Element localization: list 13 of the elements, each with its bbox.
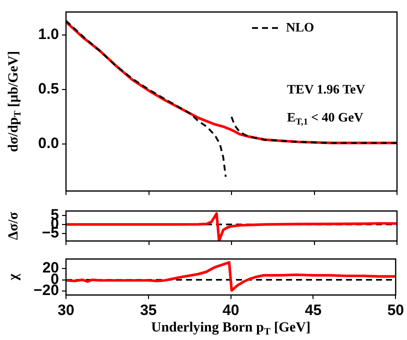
x-tick-label: 40 xyxy=(222,302,240,320)
y-tick-label: 0.5 xyxy=(38,80,59,98)
x-tick-label: 50 xyxy=(387,302,404,320)
y-axis-title: χ xyxy=(6,273,22,282)
y-tick-label: 0.0 xyxy=(38,135,59,152)
annotation: TEV 1.96 TeV xyxy=(287,81,366,96)
x-tick-label: 45 xyxy=(304,302,322,320)
y-axis-title: dσ/dpT [μb/GeV] xyxy=(6,50,24,152)
x-tick-label: 30 xyxy=(58,302,74,320)
legend-label: NLO xyxy=(286,19,314,34)
x-tick-label: 35 xyxy=(140,302,157,320)
y-axis-title: Δσ/σ xyxy=(6,212,22,240)
y-tick-label: 1.0 xyxy=(38,26,59,44)
